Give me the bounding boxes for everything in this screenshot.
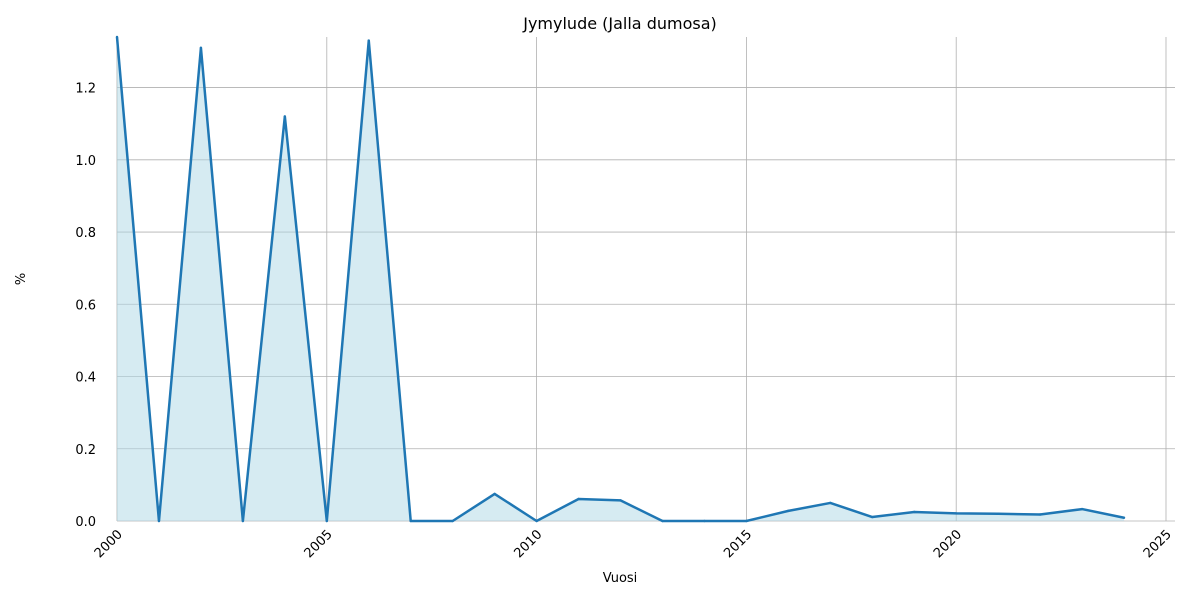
data-point-2021 — [996, 512, 1000, 515]
data-point-2007 — [409, 519, 412, 523]
x-tick-label: 2005 — [302, 527, 336, 561]
data-point-2000 — [115, 35, 119, 39]
data-point-2019 — [913, 510, 916, 514]
data-point-2010 — [535, 519, 538, 523]
y-tick-label: 0.6 — [75, 298, 96, 313]
x-axis-ticks: 2000 2005 2010 2015 2020 2025 — [92, 527, 1175, 561]
data-point-2012 — [619, 499, 622, 502]
y-tick-label: 1.2 — [75, 82, 96, 97]
data-point-2017 — [829, 501, 832, 505]
x-tick-label: 2015 — [721, 527, 755, 561]
data-point-2006 — [367, 39, 370, 42]
data-point-2022 — [1038, 513, 1042, 516]
y-axis-ticks: 0.0 0.2 0.4 0.6 0.8 1.0 1.2 — [75, 82, 96, 530]
data-point-2005 — [325, 519, 328, 523]
data-points — [115, 35, 1126, 523]
y-tick-label: 1.0 — [75, 154, 96, 169]
x-axis-label: Vuosi — [603, 571, 638, 586]
y-tick-label: 0.0 — [75, 515, 96, 530]
data-point-2009 — [493, 492, 496, 496]
data-point-2001 — [157, 519, 161, 523]
data-point-2016 — [787, 509, 790, 513]
y-axis-label: % — [14, 273, 29, 285]
data-point-2003 — [241, 519, 245, 523]
chart-title: Jymylude (Jalla dumosa) — [522, 14, 717, 33]
data-point-2011 — [577, 497, 580, 501]
x-tick-label: 2000 — [92, 527, 126, 561]
x-tick-label: 2020 — [931, 527, 965, 561]
y-tick-label: 0.4 — [75, 371, 96, 386]
y-tick-label: 0.2 — [75, 443, 96, 458]
x-tick-label: 2025 — [1141, 527, 1175, 561]
y-tick-label: 0.8 — [75, 226, 96, 241]
area-fill — [117, 37, 1125, 521]
data-point-2002 — [199, 46, 203, 50]
data-point-2020 — [955, 512, 958, 515]
data-point-2015 — [745, 519, 748, 523]
data-point-2024 — [1122, 516, 1126, 519]
data-point-2004 — [283, 115, 287, 118]
data-point-2008 — [451, 519, 454, 523]
data-point-2018 — [871, 515, 874, 519]
data-point-2013 — [661, 519, 664, 523]
data-point-2023 — [1080, 507, 1084, 511]
x-tick-label: 2010 — [511, 527, 545, 561]
data-point-2014 — [703, 519, 706, 523]
